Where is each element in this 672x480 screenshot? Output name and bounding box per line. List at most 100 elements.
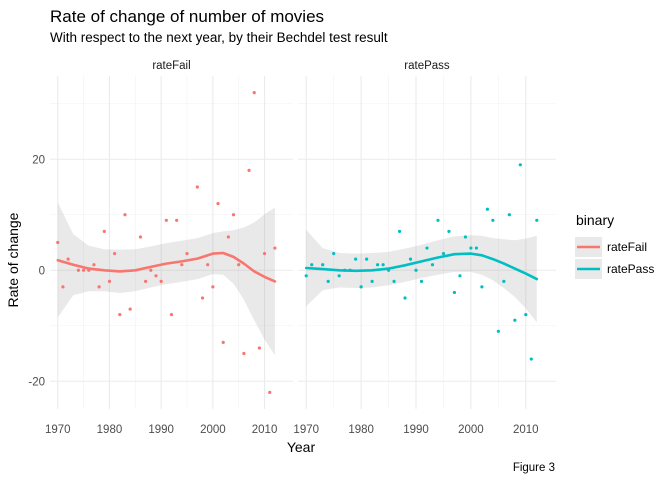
x-axis-title: Year [287,439,316,455]
data-point [76,268,81,272]
data-point [485,207,489,211]
data-point [474,246,479,250]
data-point [242,351,246,356]
legend-title: binary [576,212,614,228]
data-point [185,252,189,256]
data-point [123,213,127,217]
data-point [370,279,374,283]
data-point [118,313,122,317]
legend: binary rateFail ratePass [575,212,654,279]
x-tick-label: 2000 [200,424,226,436]
data-point [252,91,256,95]
data-point [425,246,429,250]
smooth-line [56,251,277,283]
data-point [397,229,402,233]
data-point [164,218,168,222]
data-point [332,252,336,256]
data-point [128,307,132,311]
x-tick-label: 2000 [458,424,484,436]
data-point [365,257,369,261]
strip-label: ratePass [404,60,450,72]
data-point [92,263,96,267]
x-tick-label: 1990 [148,424,174,436]
panel-ratefail: rateFail 1970 1980 1990 2000 2010 [45,60,293,436]
chart-subtitle: With respect to the next year, by their … [50,30,388,45]
data-point [221,340,225,344]
strip-label: rateFail [152,60,190,72]
data-point [513,318,517,322]
data-point [403,296,407,300]
data-point [206,263,210,267]
data-point [480,285,484,289]
panel-ratepass: ratePass 1970 1980 1990 2000 2010 [293,60,556,436]
data-point [452,290,457,295]
data-point [257,346,261,350]
x-tick-label: 1980 [348,424,374,436]
data-point [419,279,424,283]
data-point [447,229,451,233]
data-point [200,296,205,300]
smooth-line [304,252,539,281]
data-point [441,252,446,256]
data-point [113,252,117,256]
data-point [262,252,267,256]
data-point [436,218,440,222]
data-point [159,279,163,283]
data-point [226,235,230,239]
chart-title: Rate of change of number of movies [50,7,324,26]
data-point [463,235,468,239]
confidence-band [57,202,275,356]
data-point [502,279,506,283]
data-point [326,279,330,283]
data-point [430,263,435,267]
data-point [180,263,184,267]
data-point [408,257,413,261]
y-axis: -20 0 20 [28,154,45,388]
data-point [273,246,277,250]
data-point [304,274,308,278]
data-point [524,313,528,317]
data-point [102,229,106,233]
data-point [310,263,314,267]
x-tick-label: 1980 [97,424,123,436]
y-tick-label: 20 [32,154,45,166]
data-point [144,279,148,283]
y-axis-title: Rate of change [5,212,21,307]
legend-label: rateFail [607,240,647,254]
data-point [359,285,363,289]
data-point [535,218,539,222]
data-point [61,285,65,289]
data-point [268,390,272,394]
data-point [375,263,380,267]
data-point [381,263,385,267]
data-point [97,285,101,289]
data-point [321,263,325,267]
x-tick-label: 2010 [513,424,539,436]
data-point [414,268,418,272]
data-point [496,329,500,333]
data-point [195,185,199,189]
data-point [138,235,143,239]
figure-caption: Figure 3 [513,462,555,474]
x-tick-label: 1970 [45,424,71,436]
data-point [529,357,533,361]
x-tick-label: 1970 [293,424,319,436]
data-point [237,263,241,267]
data-point [247,168,251,172]
data-point [154,274,158,278]
x-tick-label: 1990 [403,424,429,436]
x-tick-label: 2010 [252,424,278,436]
data-point [491,218,495,222]
data-point [392,279,396,283]
data-point [231,213,236,217]
y-tick-label: -20 [28,376,45,388]
data-point [518,163,522,167]
data-point [175,218,179,222]
data-point [507,213,511,217]
data-point [211,285,215,289]
data-point [107,279,112,283]
confidence-band [306,229,537,323]
data-point [56,240,60,245]
data-point [354,257,358,261]
